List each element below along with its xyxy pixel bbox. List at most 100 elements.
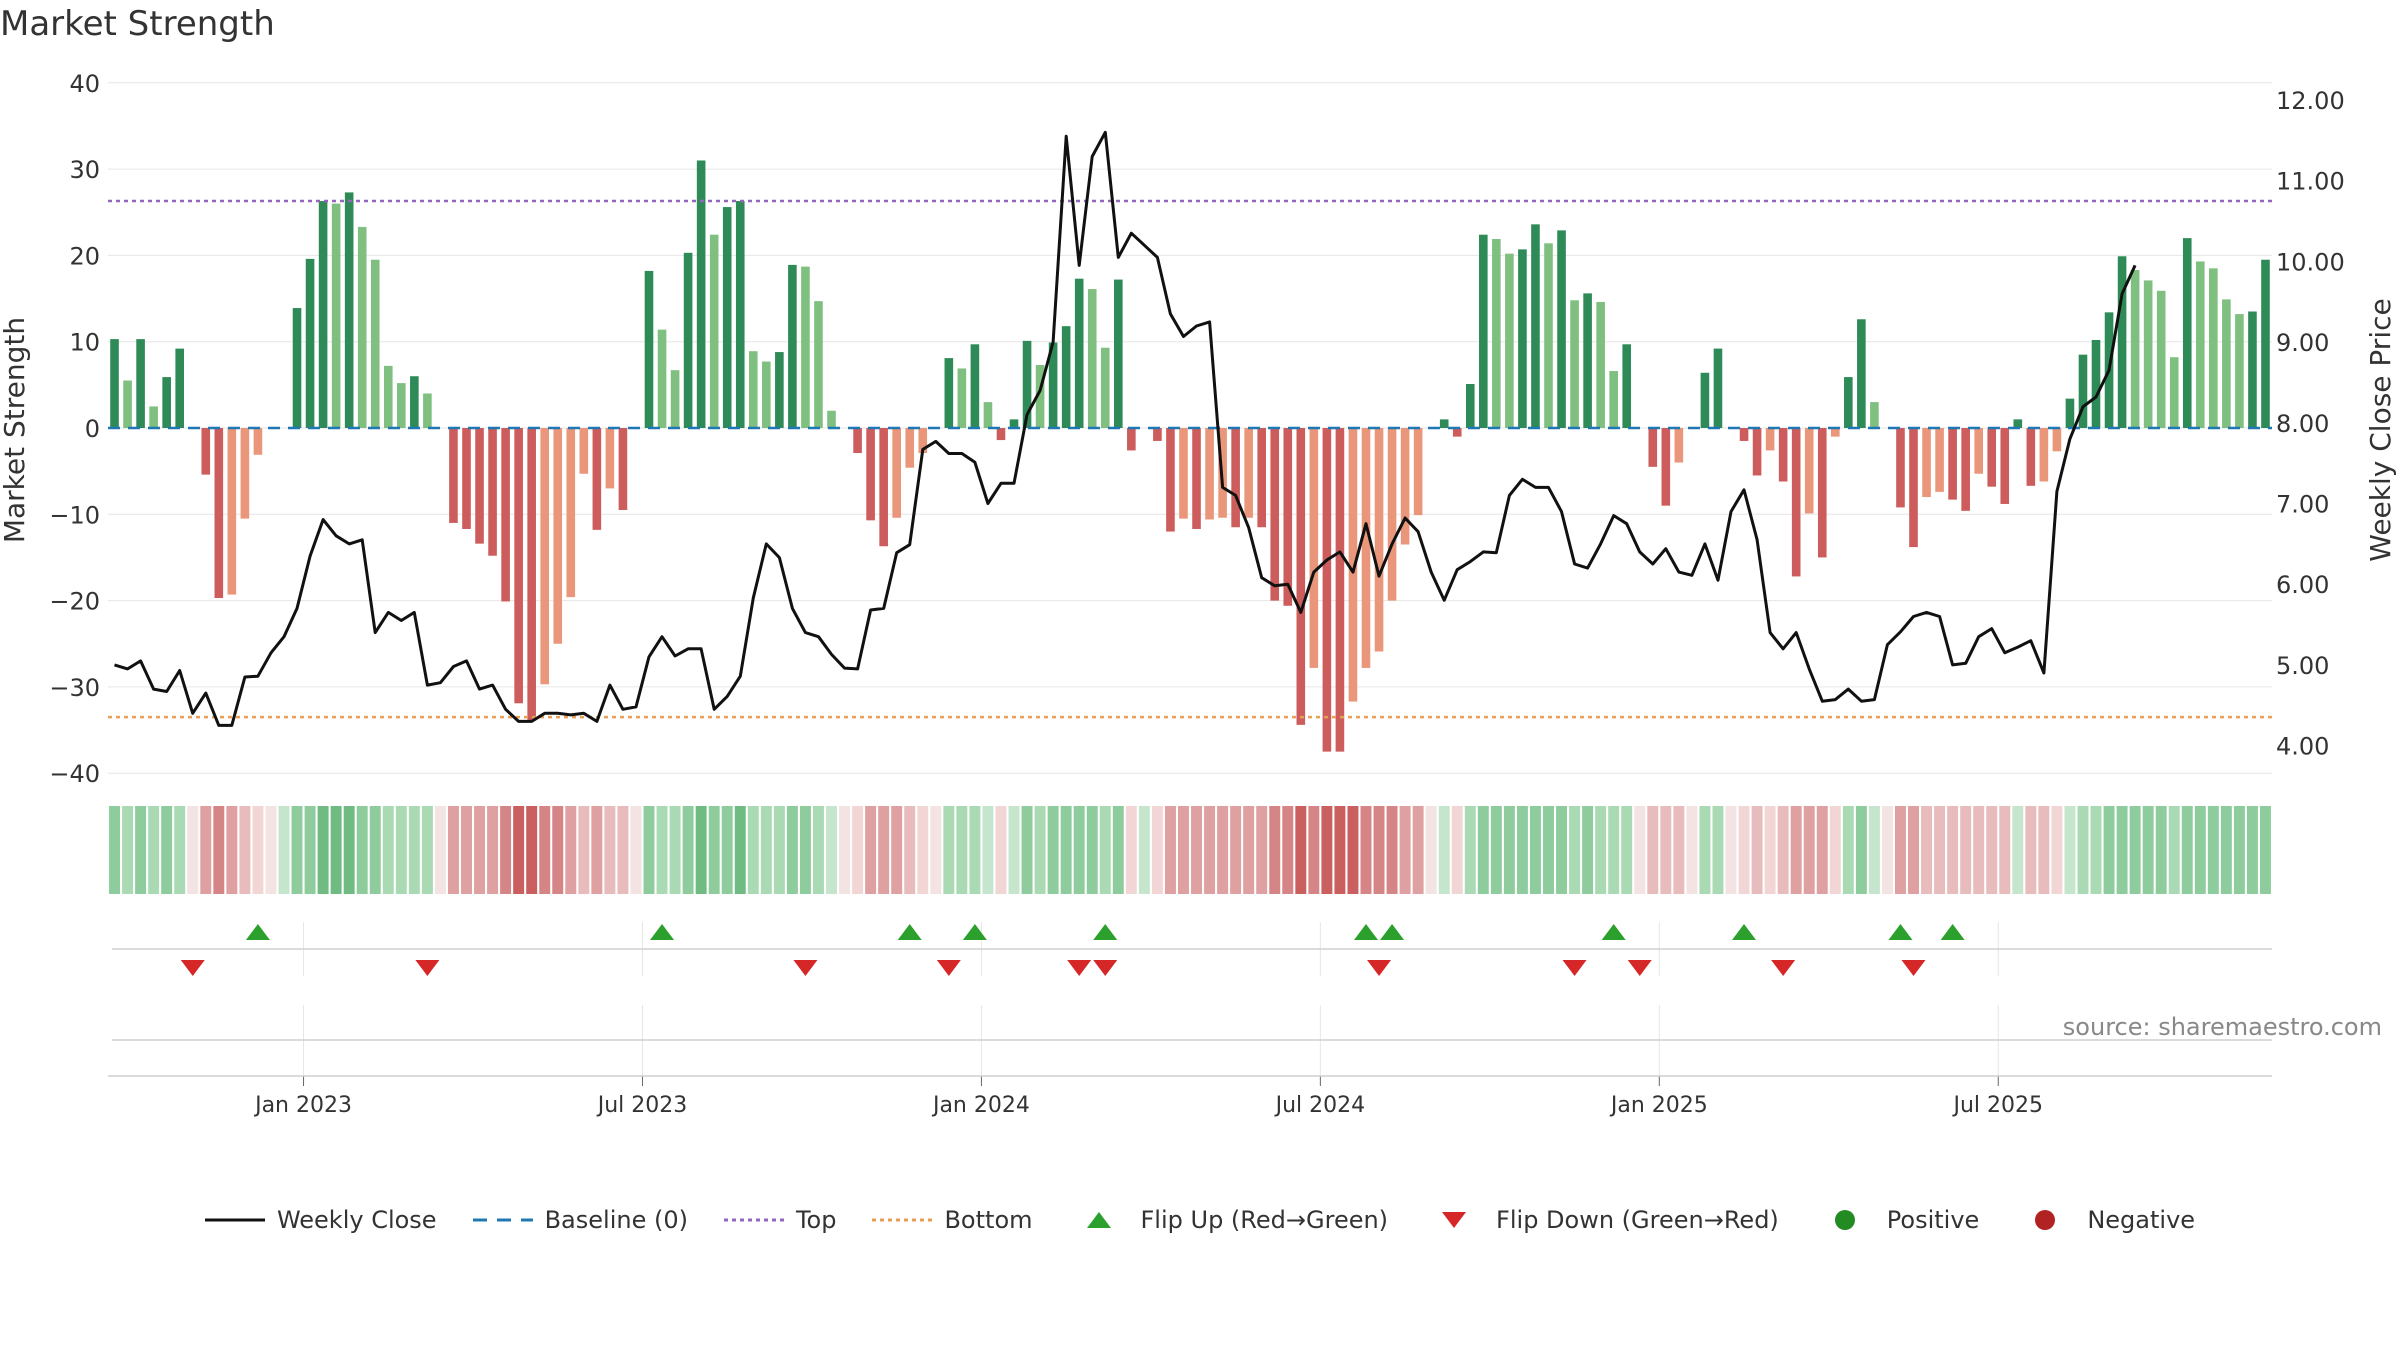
regime-cell [474, 806, 486, 894]
y-tick-label: 40 [69, 70, 100, 98]
y-tick-label: −30 [49, 674, 100, 702]
strength-bar [670, 370, 680, 428]
x-tick-label: Jan 2025 [1609, 1093, 1708, 1118]
regime-cell [2064, 806, 2076, 894]
strength-bar [866, 428, 875, 521]
strength-bar [1752, 428, 1762, 476]
legend-item: Flip Up (Red→Green) [1069, 1206, 1388, 1234]
strength-bar [853, 428, 862, 454]
regime-cell [1217, 806, 1229, 894]
y-axis-right: 12.00 11.00 10.00 9.00 8.00 7.00 6.00 5.00 4.00 [2276, 87, 2345, 761]
strength-bar [892, 428, 901, 518]
flip-up-marker [1940, 924, 1965, 940]
x-axis: Jan 2023 Jul 2023 Jan 2024 Jul 2024 Jan 2025… [108, 1075, 2272, 1118]
strength-bar [970, 344, 980, 428]
regime-cell [278, 806, 290, 894]
flip-down-marker [1627, 960, 1652, 976]
strength-bar [1127, 428, 1136, 451]
regime-cell [1178, 806, 1189, 894]
regime-cell [1751, 806, 1763, 894]
regime-cell [1034, 806, 1046, 894]
regime-cell [2129, 806, 2141, 894]
regime-cell [1947, 806, 1959, 894]
strength-bar [1244, 428, 1253, 518]
strength-bar [1309, 428, 1319, 668]
strength-bar [1596, 302, 1605, 428]
source-label: source: sharemaestro.com [2062, 1013, 2382, 1041]
strength-bar [2209, 268, 2218, 428]
strength-bar [2052, 428, 2062, 452]
strength-bar [370, 259, 380, 428]
x-tick-label: Jul 2024 [1274, 1093, 1366, 1118]
regime-cell [1960, 806, 1972, 894]
legend-item: Flip Down (Green→Red) [1424, 1206, 1779, 1234]
regime-cell [1686, 806, 1698, 894]
strength-bar [957, 368, 967, 428]
regime-cell [747, 806, 759, 894]
regime-cell [773, 806, 785, 894]
flip-down-marker [1771, 960, 1796, 976]
flip-down-marker [1367, 960, 1392, 976]
strength-bar [136, 339, 145, 428]
regime-cell [2260, 806, 2271, 894]
y-tick-label: 10 [69, 329, 100, 357]
strength-bar [1961, 428, 1970, 511]
regime-cell [1386, 806, 1398, 894]
regime-cell [187, 806, 199, 894]
flip-up-marker [245, 924, 270, 940]
regime-cell [2246, 806, 2258, 894]
regime-cell [1256, 806, 1268, 894]
regime-cell [161, 806, 173, 894]
y-tick-label: 30 [69, 156, 100, 184]
dashed-line-icon [472, 1218, 533, 1222]
regime-cell [1673, 806, 1685, 894]
regime-cell [734, 806, 746, 894]
strength-bar [2182, 238, 2192, 428]
solid-line-icon [204, 1218, 265, 1222]
regime-cell [539, 806, 551, 894]
regime-cell [1986, 806, 1998, 894]
strength-bar [1622, 344, 1632, 428]
strength-bar [1674, 428, 1684, 463]
strength-bar [1765, 428, 1775, 451]
flip-markers [180, 924, 1965, 976]
grid-lines [108, 82, 2272, 1076]
strength-bar [1909, 428, 1918, 548]
regime-cell [395, 806, 407, 894]
triangle-up-icon [1086, 1212, 1111, 1228]
regime-cell [917, 806, 929, 894]
regime-cell [617, 806, 629, 894]
strength-bar [488, 428, 497, 556]
strength-bar [540, 428, 550, 685]
regime-cell [786, 806, 798, 894]
regime-cell [526, 806, 538, 894]
y2-tick-label: 4.00 [2276, 733, 2329, 761]
legend-label: Bottom [944, 1206, 1033, 1234]
regime-cell [1464, 806, 1476, 894]
regime-cell [252, 806, 264, 894]
legend-item: Top [723, 1206, 836, 1234]
legend-label: Negative [2087, 1206, 2196, 1234]
y2-tick-label: 8.00 [2276, 410, 2329, 438]
legend-label: Positive [1886, 1206, 1980, 1234]
regime-cell [1021, 806, 1033, 894]
regime-cell [343, 806, 355, 894]
strength-bar [944, 358, 954, 428]
legend-label: Baseline (0) [544, 1206, 688, 1234]
strength-bar [514, 428, 523, 704]
regime-cell [434, 806, 446, 894]
strength-bar [1791, 428, 1801, 577]
strength-bar [1270, 428, 1280, 601]
regime-cell [1543, 806, 1554, 894]
strength-bar [1074, 278, 1084, 428]
flip-down-marker [1067, 960, 1092, 976]
strength-bar [1935, 428, 1944, 492]
regime-cell [1360, 806, 1372, 894]
legend-label: Flip Down (Green→Red) [1496, 1206, 1779, 1234]
weekly-close-line [114, 130, 2137, 727]
regime-cell [799, 806, 811, 894]
strength-bar [1413, 428, 1423, 516]
regime-cell [826, 806, 837, 894]
x-tick-label: Jul 2023 [596, 1093, 688, 1118]
regime-cell [721, 806, 733, 894]
